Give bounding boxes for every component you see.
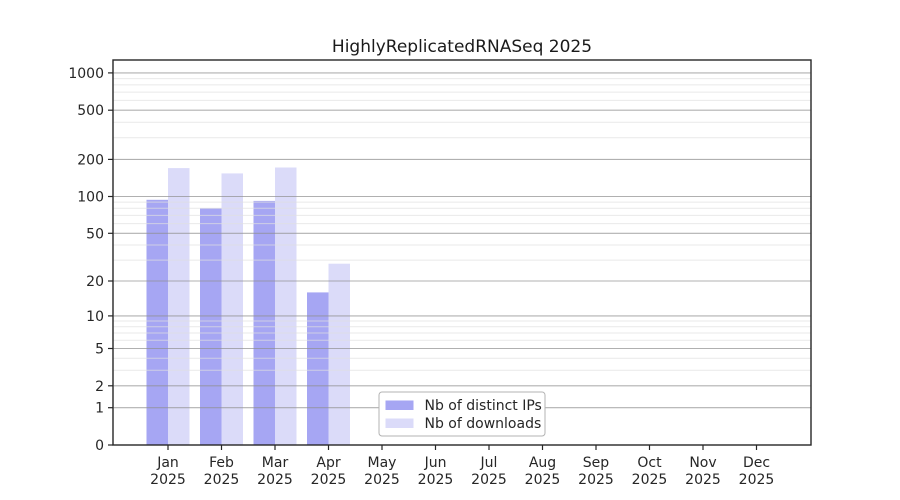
x-axis-tick-label-month: Mar [262,455,289,471]
x-axis-tick-label-month: Oct [637,455,662,471]
x-axis-tick-label-year: 2025 [685,472,721,488]
bar-distinct-ips-apr [307,292,329,445]
x-axis-tick-label-month: Jul [480,455,498,471]
x-axis-tick-label-month: Apr [316,455,340,471]
bar-distinct-ips-jan [146,199,168,445]
legend-label-distinct-ips: Nb of distinct IPs [425,398,542,414]
y-axis-tick-label: 0 [95,438,104,454]
x-axis-tick-label-month: May [368,455,397,471]
y-axis-tick-label: 100 [77,189,104,205]
y-axis-tick-label: 1000 [68,66,104,82]
x-axis-tick-label-month: Dec [743,455,770,471]
legend-label-downloads: Nb of downloads [425,416,542,432]
bars-group [146,167,350,445]
minor-gridlines [113,78,811,371]
legend-box [378,391,546,437]
x-axis-tick-label-year: 2025 [632,472,668,488]
x-axis-tick-label-year: 2025 [257,472,293,488]
y-axis-tick-label: 1 [95,401,104,417]
x-axis-tick-label-month: Jun [424,455,447,471]
x-axis-tick-label-month: Feb [209,455,234,471]
bar-distinct-ips-mar [253,200,275,445]
x-axis-tick-label-month: Sep [583,455,610,471]
legend: Nb of distinct IPs Nb of downloads [378,391,546,437]
x-axis-tick-label-year: 2025 [739,472,775,488]
x-axis-tick-label-year: 2025 [364,472,400,488]
x-axis-tick-label-month: Nov [689,455,716,471]
y-axis-tick-label: 200 [77,152,104,168]
bar-downloads-apr [328,263,350,445]
y-axis-tick-label: 10 [86,309,104,325]
x-axis-tick-label-month: Aug [529,455,556,471]
x-axis-tick-label-year: 2025 [311,472,347,488]
bar-downloads-jan [168,168,190,445]
y-axis-tick-label: 20 [86,274,104,290]
chart-title: HighlyReplicatedRNASeq 2025 [332,37,592,57]
legend-swatch-distinct-ips [385,400,414,410]
legend-swatch-downloads [385,418,414,428]
x-axis: Jan2025Feb2025Mar2025Apr2025May2025Jun20… [150,445,774,488]
x-axis-tick-label-month: Jan [156,455,179,471]
y-axis-tick-label: 50 [86,226,104,242]
x-axis-tick-label-year: 2025 [578,472,614,488]
x-axis-tick-label-year: 2025 [525,472,561,488]
y-axis: 0 1 2 5 10 20 50 100 200 500 1000 [68,66,113,454]
x-axis-tick-label-year: 2025 [418,472,454,488]
x-axis-tick-label-year: 2025 [150,472,186,488]
bar-downloads-feb [221,173,243,445]
y-axis-tick-label: 2 [95,379,104,395]
plot-border [112,59,812,446]
bar-downloads-mar [275,167,297,445]
x-axis-tick-label-year: 2025 [204,472,240,488]
x-axis-tick-label-year: 2025 [471,472,507,488]
y-axis-tick-label: 500 [77,103,104,119]
y-axis-tick-label: 5 [95,342,104,358]
